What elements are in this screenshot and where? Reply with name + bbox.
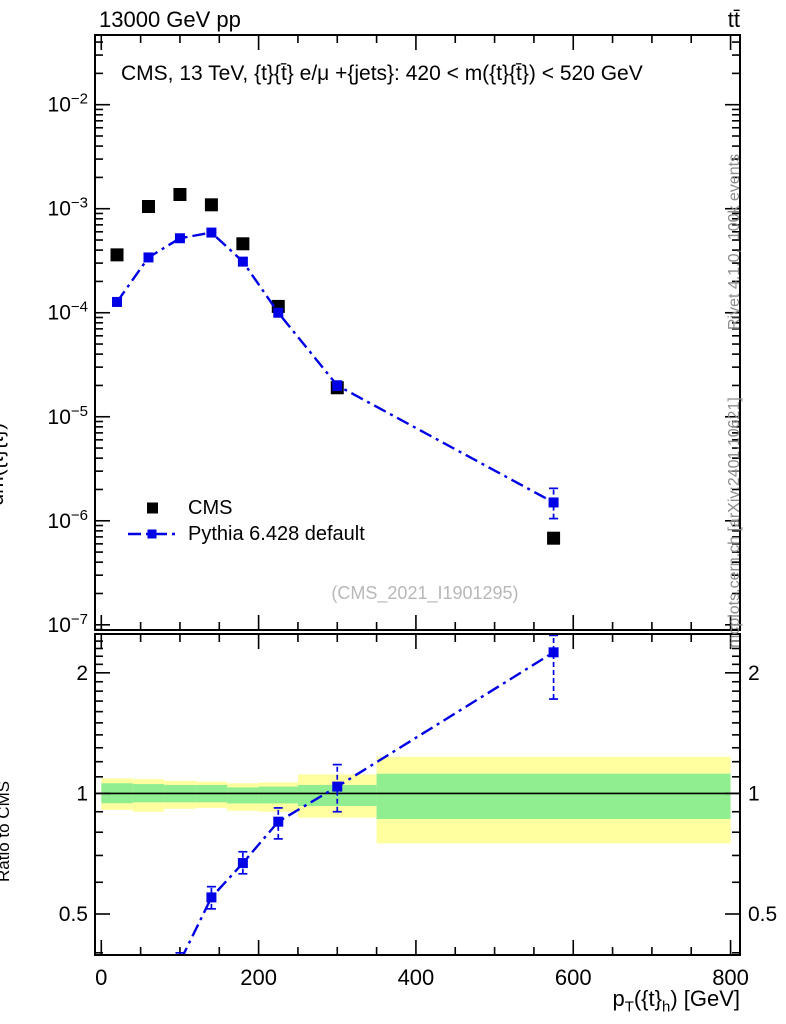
x-axis-title: pT({t}h) [GeV] [612, 986, 740, 1016]
svg-text:10−5: 10−5 [48, 403, 88, 429]
mcplots-source-note: mcplots.cern.ch [arXiv:2401.10621] [726, 397, 743, 648]
svg-text:400: 400 [398, 965, 435, 990]
svg-text:2: 2 [76, 662, 88, 685]
svg-text:10−2: 10−2 [48, 91, 88, 117]
pythia-dashdot-marker-icon [128, 529, 177, 539]
svg-text:0: 0 [95, 965, 107, 990]
plot-title: CMS, 13 TeV, {t}{t̄} e/μ +{jets}: 420 < … [121, 62, 643, 85]
svg-text:10−4: 10−4 [48, 299, 88, 325]
svg-text:0.5: 0.5 [59, 903, 88, 926]
beam-energy-label: 13000 GeV pp [99, 7, 241, 32]
svg-text:2: 2 [748, 662, 760, 685]
legend-label-pythia: Pythia 6.428 default [188, 522, 365, 545]
rivet-version-note: Rivet 4.1.0, 100k events [726, 153, 743, 330]
y-axis-title: # d2σdm({t}{t̄}) d pT({t}h)} [{pb} {GeV}… [0, 422, 8, 506]
legend-item-pythia: Pythia 6.428 default [115, 521, 365, 547]
process-label: tt̄ [727, 7, 740, 32]
watermark-analysis-id: (CMS_2021_I1901295) [331, 583, 519, 603]
svg-text:800: 800 [712, 965, 749, 990]
legend: CMS Pythia 6.428 default [115, 495, 365, 547]
svg-text:0.5: 0.5 [748, 903, 777, 926]
svg-text:1: 1 [748, 782, 760, 805]
svg-text:10−7: 10−7 [48, 611, 88, 637]
svg-text:10−6: 10−6 [48, 507, 88, 533]
svg-text:200: 200 [240, 965, 277, 990]
ratio-axis-title: Ratio to CMS [0, 780, 13, 882]
svg-text:1: 1 [76, 782, 88, 805]
legend-item-cms: CMS [115, 495, 365, 521]
cms-square-marker-icon [147, 502, 158, 514]
svg-text:600: 600 [555, 965, 592, 990]
legend-label-cms: CMS [188, 496, 233, 519]
svg-text:10−3: 10−3 [48, 195, 88, 221]
